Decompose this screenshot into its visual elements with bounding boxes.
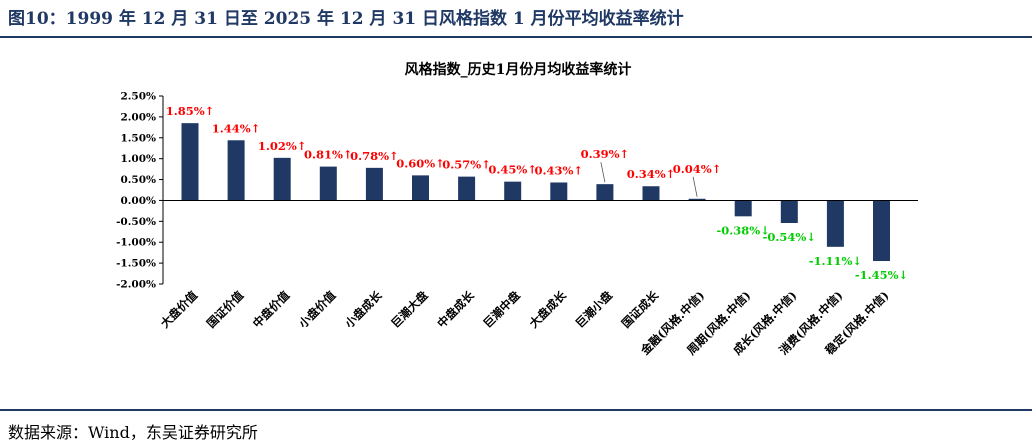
chart-title: 风格指数_历史1月份月均收益率统计: [405, 61, 632, 78]
y-tick-label: -2.00%: [116, 279, 156, 291]
x-tick-label: 小盘价值: [295, 288, 338, 331]
data-label: 0.43%↑: [535, 163, 584, 177]
bar: [734, 200, 752, 217]
data-label: 1.85%↑: [166, 104, 215, 118]
x-tick-label: 巨潮中盘: [480, 288, 523, 331]
chart-container: 风格指数_历史1月份月均收益率统计 2.50% 2.00% 1.50% 1.00% 0.…: [8, 50, 1026, 400]
y-tick-label: -1.50%: [116, 258, 156, 270]
x-tick-label: 中盘价值: [250, 288, 293, 331]
x-tick-label: 中盘成长: [434, 288, 477, 331]
y-tick-label: 1.00%: [120, 153, 156, 165]
bar: [596, 184, 614, 201]
x-tick-label: 大盘价值: [158, 288, 201, 331]
bar: [181, 123, 199, 201]
y-tick-label: 1.50%: [120, 132, 156, 144]
data-label: -1.11%↓: [809, 254, 862, 268]
data-label: 0.57%↑: [442, 158, 491, 172]
source-note: 数据来源：Wind，东吴证券研究所: [8, 423, 258, 442]
data-label: 0.45%↑: [488, 163, 537, 177]
bars: [181, 123, 890, 262]
data-labels: 1.85%↑ 1.44%↑ 1.02%↑0.81%↑0.78%↑0.60%↑0.57…: [166, 104, 908, 282]
y-tick-label: -1.00%: [116, 237, 156, 249]
bar: [227, 140, 245, 201]
data-label: -0.54%↓: [763, 230, 816, 244]
data-label: 0.81%↑: [304, 148, 353, 162]
bar: [873, 200, 890, 262]
x-tick-label: 国证价值: [204, 288, 247, 331]
bar: [826, 200, 844, 247]
bar: [412, 175, 429, 201]
data-label: 0.39%↑: [581, 147, 630, 161]
x-tick-label: 小盘成长: [341, 288, 384, 331]
y-axis: 2.50% 2.00% 1.50% 1.00% 0.50% 0.00% -0.50% -1.0…: [116, 91, 164, 291]
data-label: 1.44%↑: [212, 121, 261, 135]
x-tick-label: 巨潮小盘: [573, 288, 616, 331]
y-tick-label: -0.50%: [116, 216, 156, 228]
figure-title: 图10：1999 年 12 月 31 日至 2025 年 12 月 31 日风格…: [8, 9, 684, 29]
data-label: 1.02%↑: [258, 139, 307, 153]
bar: [642, 186, 660, 201]
data-label: 0.34%↑: [627, 167, 676, 181]
label-leader-line: [692, 176, 698, 197]
x-tick-label: 巨潮大盘: [388, 288, 431, 331]
bottom-divider: [0, 409, 1032, 411]
bar: [365, 167, 383, 201]
bar: [780, 200, 798, 224]
data-label: 0.78%↑: [350, 149, 399, 163]
bar: [504, 181, 522, 201]
bar: [550, 182, 568, 201]
bar: [688, 198, 706, 201]
x-tick-label: 大盘成长: [526, 288, 569, 331]
bar: [458, 176, 476, 201]
data-label: 0.04%↑: [673, 162, 722, 176]
bar: [273, 157, 291, 201]
top-divider: [0, 36, 1032, 38]
y-tick-label: 2.50%: [120, 91, 156, 103]
y-tick-label: 0.00%: [120, 195, 156, 207]
y-tick-label: 2.00%: [120, 111, 156, 123]
bar-chart: 风格指数_历史1月份月均收益率统计 2.50% 2.00% 1.50% 1.00% 0.…: [116, 61, 918, 358]
data-label: 0.60%↑: [396, 156, 445, 170]
label-leader-line: [600, 162, 606, 183]
bar: [319, 166, 337, 201]
data-label: -0.38%↓: [717, 223, 770, 237]
x-tick-label: 国证成长: [619, 288, 662, 331]
data-label: -1.45%↓: [855, 268, 908, 282]
x-axis: 大盘价值 国证价值 中盘价值 小盘价值 小盘成长 巨潮大盘 中盘成长 巨潮中盘 大盘成长 巨潮小盘…: [158, 199, 918, 358]
y-tick-label: 0.50%: [120, 174, 156, 186]
